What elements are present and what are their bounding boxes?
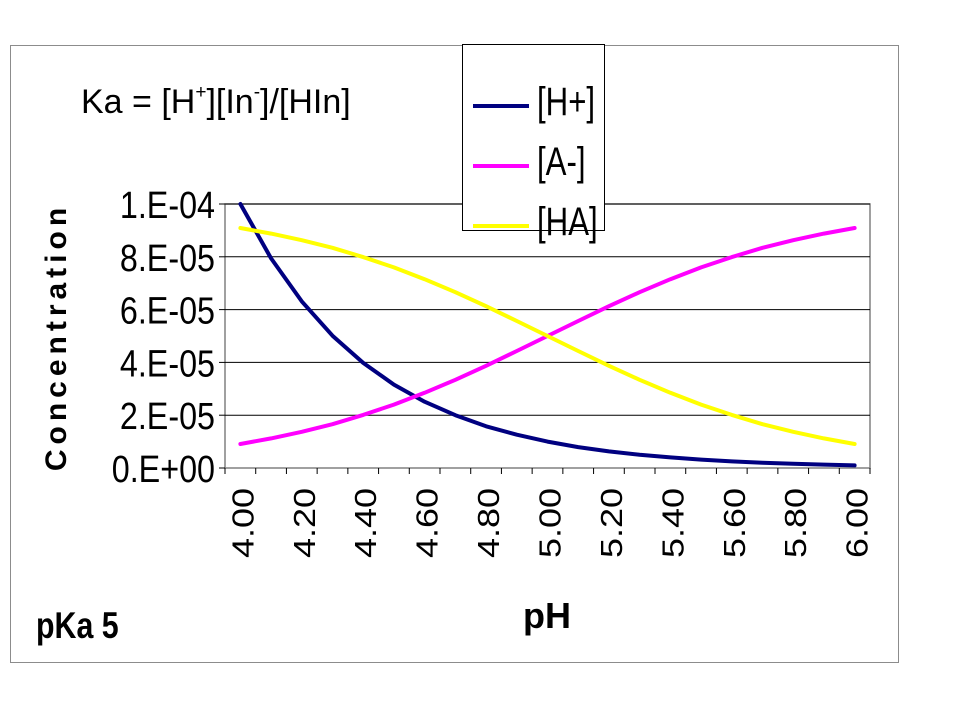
legend-item-ha: [HA] bbox=[463, 200, 606, 250]
series-line-2 bbox=[238, 226, 857, 446]
legend: [H+] [A-] [HA] bbox=[462, 44, 606, 244]
legend-swatch bbox=[473, 104, 529, 108]
legend-swatch bbox=[473, 224, 529, 228]
x-axis-label: pH bbox=[523, 595, 571, 636]
ka-formula: Ka = [H+][In-]/[HIn] bbox=[81, 83, 351, 122]
y-tick-label: 8.E-05 bbox=[120, 237, 215, 279]
y-tick-label: 1.E-04 bbox=[120, 185, 215, 227]
x-tick-label: 4.40 bbox=[350, 488, 384, 558]
x-tick-label: 4.60 bbox=[411, 488, 445, 558]
x-tick-label: 5.00 bbox=[534, 488, 568, 558]
legend-item-h: [H+] bbox=[463, 80, 606, 130]
y-axis-label: Concentration bbox=[40, 203, 73, 471]
formula-part: ]/[HIn] bbox=[260, 83, 351, 121]
legend-label: [HA] bbox=[537, 200, 598, 244]
chart-frame bbox=[10, 45, 899, 663]
x-tick-label: 5.20 bbox=[595, 488, 629, 558]
x-tick-label: 6.00 bbox=[841, 488, 875, 558]
x-tick-label: 5.40 bbox=[657, 488, 691, 558]
x-tick-label: 4.20 bbox=[288, 488, 322, 558]
y-tick-label: 0.E+00 bbox=[112, 449, 215, 491]
x-tick-label: 5.60 bbox=[718, 488, 752, 558]
y-tick-label: 2.E-05 bbox=[120, 396, 215, 438]
pka-annotation: pKa 5 bbox=[36, 605, 119, 646]
x-tick-label: 4.00 bbox=[227, 488, 261, 558]
y-tick-label: 6.E-05 bbox=[120, 290, 215, 332]
formula-superscript: - bbox=[253, 82, 261, 103]
legend-label: [A-] bbox=[537, 140, 586, 184]
x-tick-label: 4.80 bbox=[473, 488, 507, 558]
legend-label: [H+] bbox=[537, 80, 596, 124]
y-tick-label: 4.E-05 bbox=[120, 343, 215, 385]
legend-swatch bbox=[473, 164, 529, 168]
formula-part: Ka = [H bbox=[81, 83, 196, 121]
series-line-0 bbox=[238, 202, 857, 468]
legend-item-a: [A-] bbox=[463, 140, 606, 190]
formula-part: ][In bbox=[206, 83, 254, 121]
x-tick-label: 5.80 bbox=[780, 488, 814, 558]
formula-superscript: + bbox=[195, 82, 207, 103]
